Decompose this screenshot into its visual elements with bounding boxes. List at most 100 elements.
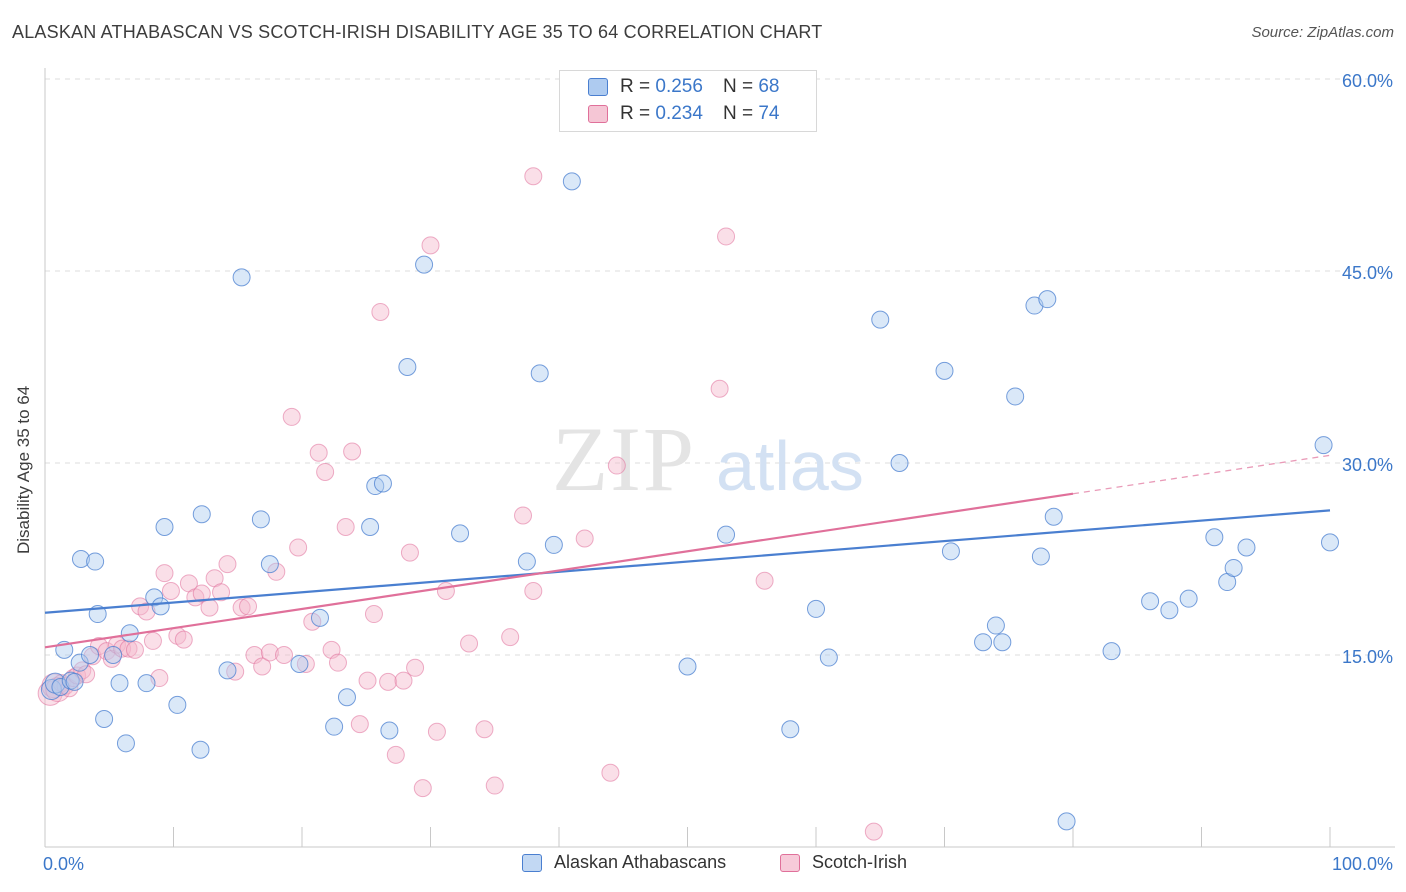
data-point: [524, 582, 543, 600]
r-value: 0.234: [655, 103, 703, 124]
legend-label: Scotch-Irish: [812, 852, 908, 872]
legend-label: Alaskan Athabascans: [554, 852, 727, 872]
r-label: R =: [620, 103, 651, 124]
data-point: [871, 310, 890, 329]
blue-swatch: [588, 78, 608, 96]
data-point: [168, 695, 187, 714]
data-point: [70, 653, 89, 672]
data-point: [485, 776, 504, 795]
data-point: [1102, 642, 1121, 661]
x-tick-label: 0.0%: [43, 854, 84, 874]
data-point: [373, 474, 392, 493]
data-point: [110, 674, 129, 693]
data-point: [544, 535, 563, 554]
data-point: [200, 598, 219, 617]
data-point: [371, 302, 390, 321]
scotch-irish-points: [37, 167, 883, 841]
data-point: [51, 678, 70, 696]
data-point: [137, 674, 156, 693]
data-point: [80, 646, 99, 664]
data-point: [192, 505, 211, 524]
data-point: [575, 529, 594, 548]
data-point: [267, 562, 286, 581]
trend-lines: [44, 454, 1331, 649]
data-point: [212, 583, 231, 602]
data-point: [421, 236, 440, 255]
data-point: [95, 710, 114, 728]
data-point: [226, 662, 245, 681]
data-point: [524, 167, 543, 186]
data-point: [413, 779, 432, 798]
n-value: 68: [758, 76, 780, 97]
data-point: [386, 745, 405, 764]
trend-line-scotch-irish-extension: [1072, 454, 1331, 495]
data-point: [325, 717, 344, 736]
data-point: [501, 628, 520, 647]
x-tick-label: 100.0%: [1332, 854, 1393, 874]
data-point: [151, 597, 170, 616]
data-point: [290, 654, 309, 673]
data-point: [296, 654, 315, 673]
data-point: [514, 506, 533, 525]
data-point: [145, 588, 164, 607]
data-point: [1205, 528, 1224, 547]
data-point: [218, 661, 237, 680]
data-point: [119, 639, 138, 658]
data-point: [192, 584, 211, 603]
n-value: 74: [758, 103, 780, 124]
watermark: ZIP atlas: [552, 408, 864, 510]
data-point: [275, 646, 294, 664]
data-point: [316, 462, 335, 481]
pink-swatch: [588, 105, 608, 123]
watermark-zip: ZIP: [552, 408, 696, 510]
data-point: [191, 740, 210, 759]
data-point: [328, 653, 347, 672]
data-point: [451, 524, 470, 543]
data-point: [239, 597, 258, 616]
y-tick-label: 30.0%: [1342, 455, 1393, 475]
alaskan-athabascan-points: [40, 172, 1339, 831]
data-point: [232, 598, 251, 617]
data-point: [678, 657, 697, 676]
r-value: 0.256: [655, 76, 703, 97]
data-point: [251, 510, 270, 529]
data-point: [1314, 436, 1333, 455]
data-point: [65, 672, 84, 691]
data-point: [406, 658, 425, 677]
data-point: [1006, 387, 1025, 406]
data-point: [398, 358, 417, 376]
legend-row-athabascan: R = 0.256 N = 68: [588, 75, 779, 99]
source-label: Source: ZipAtlas.com: [1251, 24, 1394, 41]
data-point: [380, 721, 399, 740]
data-point: [781, 720, 800, 739]
correlation-legend: R = 0.256 N = 68 R = 0.234 N = 74: [559, 70, 817, 132]
data-point: [717, 227, 736, 246]
legend-row-scotch-irish: R = 0.234 N = 74: [588, 102, 779, 126]
y-axis-label: Disability Age 35 to 64: [14, 385, 33, 554]
data-point: [400, 543, 419, 562]
data-point: [71, 550, 90, 568]
data-point: [1057, 812, 1076, 831]
legend-item-athabascan: Alaskan Athabascans: [522, 852, 726, 873]
data-point: [1321, 533, 1339, 552]
data-point: [86, 552, 105, 571]
data-point: [161, 582, 180, 600]
data-point: [1031, 547, 1050, 566]
data-point: [717, 525, 736, 544]
data-point: [460, 634, 479, 653]
y-tick-label: 60.0%: [1342, 71, 1393, 91]
data-point: [1224, 558, 1243, 577]
chart-title: ALASKAN ATHABASCAN VS SCOTCH-IRISH DISAB…: [12, 22, 823, 42]
data-point: [755, 571, 774, 590]
data-point: [358, 671, 377, 690]
data-point: [174, 630, 193, 649]
data-point: [155, 564, 174, 583]
data-point: [974, 633, 993, 652]
data-point: [517, 552, 536, 571]
data-point: [310, 608, 329, 627]
y-tick-label: 45.0%: [1342, 263, 1393, 283]
data-point: [364, 605, 383, 624]
data-point: [350, 715, 369, 734]
data-point: [601, 763, 620, 782]
data-point: [427, 722, 446, 741]
